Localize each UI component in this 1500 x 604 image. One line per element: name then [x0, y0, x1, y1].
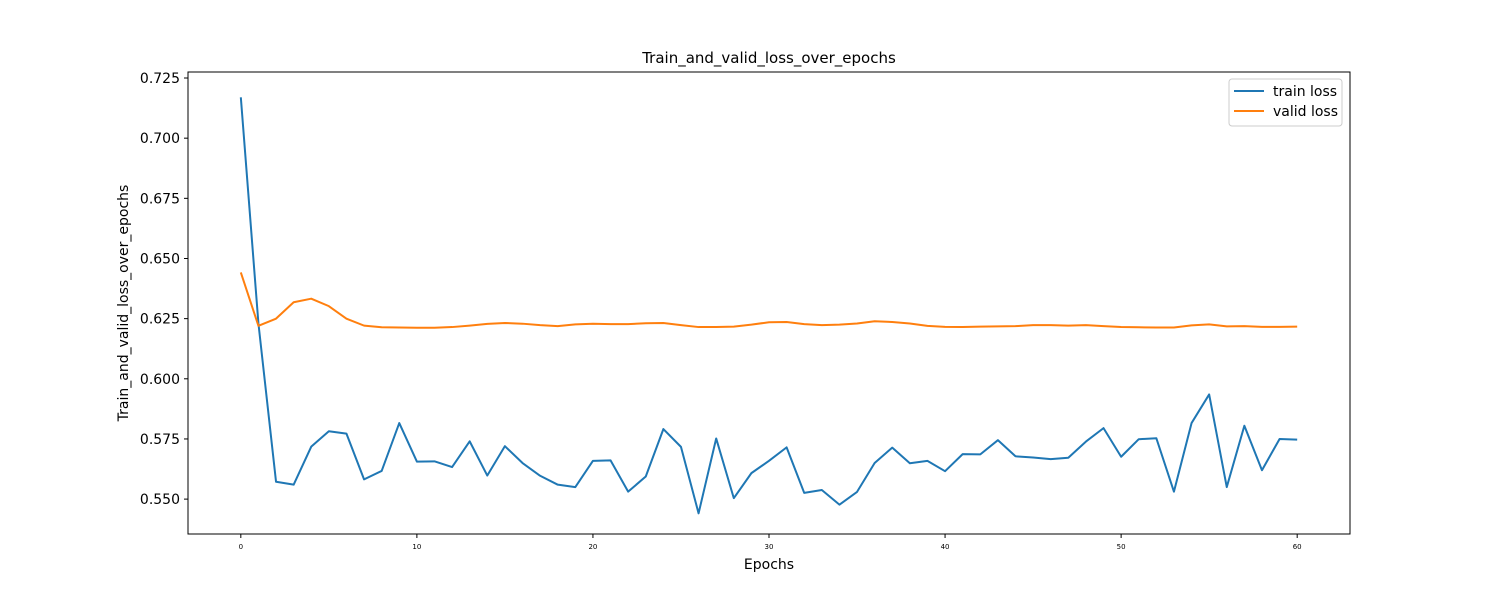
plot-lines [239, 97, 1298, 515]
x-tick-label: 50 [1117, 543, 1126, 551]
y-tick-label: 0.600 [140, 372, 180, 388]
y-tick-label: 0.550 [140, 492, 180, 508]
chart-title: Train_and_valid_loss_over_epochs [641, 49, 896, 68]
x-tick-label: 30 [765, 543, 774, 551]
x-axis-label: Epochs [744, 557, 794, 573]
y-tick-label: 0.725 [140, 71, 180, 87]
x-tick-label: 10 [412, 543, 421, 551]
x-tick-label: 0 [239, 543, 243, 551]
x-tick-label: 60 [1293, 543, 1302, 551]
series-line-train-loss [239, 97, 1298, 515]
y-tick-label: 0.650 [140, 251, 180, 267]
y-tick-label: 0.700 [140, 131, 180, 147]
x-tick-label: 40 [941, 543, 950, 551]
x-axis-ticks: 0 10 20 30 40 50 60 [239, 534, 1302, 551]
y-axis-ticks: 0.550 0.575 0.600 0.625 0.650 0.675 0.700 0.725 [140, 71, 188, 508]
y-tick-label: 0.675 [140, 191, 180, 207]
y-tick-label: 0.575 [140, 432, 180, 448]
y-tick-label: 0.625 [140, 312, 180, 328]
x-tick-label: 20 [588, 543, 597, 551]
legend-label-valid-loss: valid loss [1273, 104, 1338, 120]
y-axis-label: Train_and_valid_loss_over_epochs [116, 185, 132, 423]
legend-label-train-loss: train loss [1273, 84, 1337, 100]
series-line-valid-loss [239, 272, 1298, 329]
legend: train loss valid loss [1228, 78, 1343, 127]
